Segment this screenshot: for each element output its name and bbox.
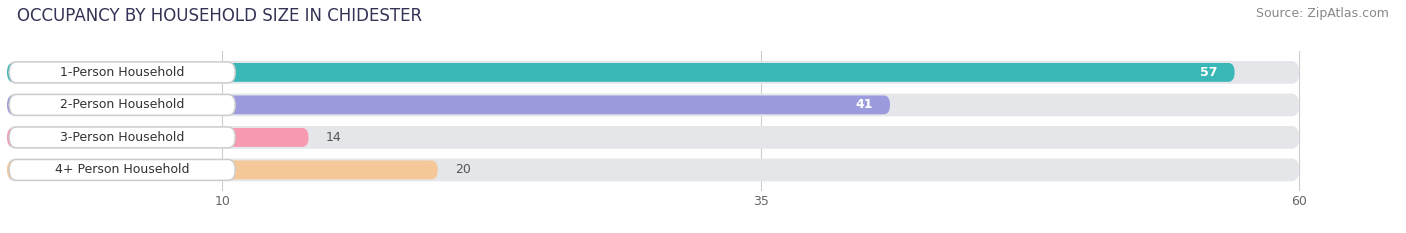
Text: 4+ Person Household: 4+ Person Household [55,163,190,176]
Text: Source: ZipAtlas.com: Source: ZipAtlas.com [1256,7,1389,20]
FancyBboxPatch shape [10,127,235,148]
Text: 20: 20 [456,163,471,176]
Text: 2-Person Household: 2-Person Household [60,98,184,111]
FancyBboxPatch shape [10,160,235,180]
FancyBboxPatch shape [7,61,1299,84]
FancyBboxPatch shape [7,96,890,114]
Text: OCCUPANCY BY HOUSEHOLD SIZE IN CHIDESTER: OCCUPANCY BY HOUSEHOLD SIZE IN CHIDESTER [17,7,422,25]
Text: 3-Person Household: 3-Person Household [60,131,184,144]
FancyBboxPatch shape [7,63,1234,82]
FancyBboxPatch shape [10,62,235,83]
FancyBboxPatch shape [7,128,308,147]
Text: 41: 41 [855,98,873,111]
Text: 1-Person Household: 1-Person Household [60,66,184,79]
Text: 14: 14 [326,131,342,144]
FancyBboxPatch shape [7,158,1299,181]
FancyBboxPatch shape [7,161,437,179]
Text: 57: 57 [1199,66,1218,79]
FancyBboxPatch shape [7,126,1299,149]
FancyBboxPatch shape [7,93,1299,116]
FancyBboxPatch shape [10,95,235,115]
